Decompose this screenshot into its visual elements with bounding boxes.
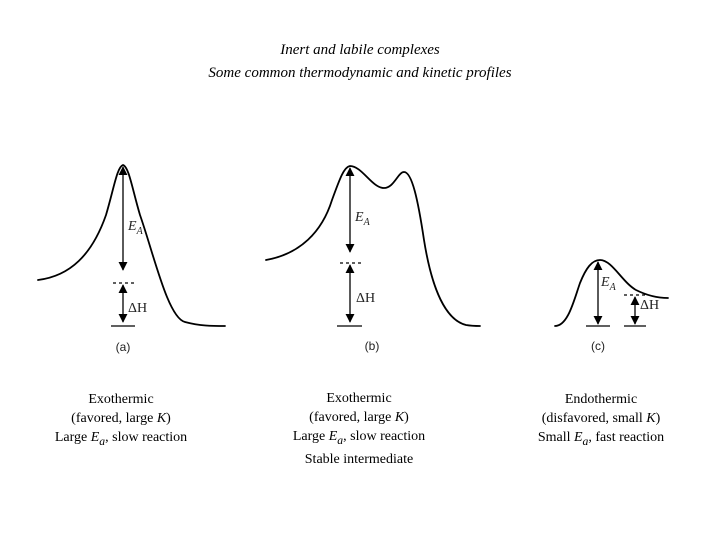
panel-b-caption-line-4: Stable intermediate bbox=[304, 451, 414, 467]
panel-b-caption: Exothermic (favored, large K) Large Ea, … bbox=[258, 389, 460, 469]
panel-c-label: (c) bbox=[591, 339, 605, 353]
panel-c-caption: Endothermic (disfavored, small K) Small … bbox=[500, 390, 702, 451]
panel-a-dh-label: ΔH bbox=[128, 301, 147, 316]
panel-c-caption-line-3: Small Ea, fast reaction bbox=[537, 430, 665, 448]
panel-a-ea-label: EA bbox=[127, 219, 144, 237]
panel-c-dh-label: ΔH bbox=[640, 298, 659, 313]
panel-a-caption: Exothermic (favored, large K) Large Ea, … bbox=[20, 390, 222, 451]
panel-b-dh-label: ΔH bbox=[356, 291, 375, 306]
panel-c-energy-curve bbox=[554, 259, 669, 327]
title-line-2: Some common thermodynamic and kinetic pr… bbox=[208, 65, 512, 81]
panel-b-ea-label: EA bbox=[354, 210, 371, 228]
panel-a-energy-curve bbox=[37, 164, 226, 327]
panel-b-energy-curve bbox=[265, 165, 481, 327]
panel-b-caption-line-1: Exothermic bbox=[326, 391, 392, 406]
title-line-1: Inert and labile complexes bbox=[280, 42, 440, 58]
panel-a-caption-line-2: (favored, large K) bbox=[71, 411, 171, 426]
panel-a: EA ΔH (a) bbox=[37, 164, 226, 354]
panel-c-caption-line-1: Endothermic bbox=[564, 392, 638, 407]
panel-c-ea-label: EA bbox=[600, 275, 617, 293]
panel-b-label: (b) bbox=[365, 339, 380, 353]
panel-c-caption-line-2: (disfavored, small K) bbox=[541, 411, 661, 426]
panel-c: EA ΔH (c) bbox=[554, 259, 669, 353]
panel-b-caption-line-2: (favored, large K) bbox=[309, 410, 409, 425]
panel-a-label: (a) bbox=[116, 340, 131, 354]
panel-b: EA ΔH (b) bbox=[265, 165, 481, 353]
panel-a-caption-line-1: Exothermic bbox=[88, 392, 154, 407]
panel-a-caption-line-3: Large Ea, slow reaction bbox=[54, 430, 188, 448]
panel-b-caption-line-3: Large Ea, slow reaction bbox=[292, 429, 426, 447]
